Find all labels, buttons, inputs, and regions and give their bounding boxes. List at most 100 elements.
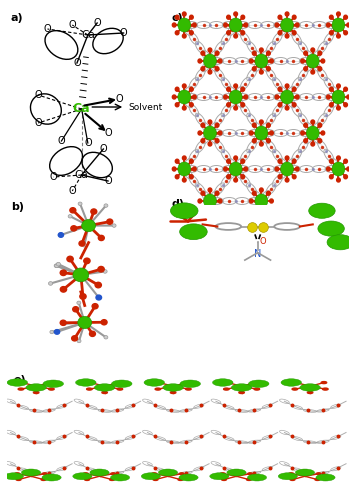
Circle shape [303,470,307,472]
Circle shape [315,478,320,480]
Circle shape [186,388,191,390]
Circle shape [92,304,98,309]
Circle shape [179,473,184,474]
Circle shape [7,379,28,386]
Circle shape [344,15,347,19]
Circle shape [201,191,205,195]
Text: O: O [260,236,267,246]
Circle shape [318,123,322,127]
Circle shape [304,123,307,127]
Circle shape [252,51,256,55]
Circle shape [111,473,116,474]
Circle shape [246,478,251,480]
Circle shape [329,31,333,35]
Text: O: O [73,58,81,68]
Circle shape [60,286,67,292]
Circle shape [344,87,347,91]
Circle shape [304,51,307,55]
Circle shape [281,18,293,32]
Text: c): c) [172,13,183,23]
Circle shape [103,270,107,274]
Circle shape [304,139,307,143]
Text: O: O [93,18,101,28]
Circle shape [183,84,186,88]
Circle shape [178,162,191,176]
Circle shape [337,178,340,182]
Circle shape [222,478,226,480]
Circle shape [204,54,216,68]
Circle shape [301,131,305,135]
Circle shape [204,194,216,208]
Text: d): d) [172,199,184,209]
Circle shape [172,23,176,27]
Circle shape [156,382,162,384]
Circle shape [318,51,322,55]
Circle shape [347,95,351,99]
Circle shape [218,59,222,63]
Circle shape [220,473,225,474]
Circle shape [231,384,252,391]
Circle shape [337,34,340,38]
Circle shape [290,478,295,480]
Circle shape [249,380,269,388]
Circle shape [285,156,289,160]
Circle shape [318,221,344,236]
Text: O: O [68,186,76,196]
Circle shape [306,54,319,68]
Circle shape [289,473,294,474]
Circle shape [329,15,333,19]
Circle shape [344,103,347,107]
Circle shape [96,295,102,300]
Text: O: O [120,28,127,38]
Circle shape [252,123,256,127]
Circle shape [306,126,319,140]
Circle shape [201,207,205,211]
Circle shape [215,51,219,55]
Circle shape [332,162,345,176]
Circle shape [83,473,88,474]
Text: Ca: Ca [75,170,89,180]
Circle shape [275,167,279,171]
Circle shape [327,95,330,99]
Circle shape [201,67,205,71]
Circle shape [94,384,115,391]
Circle shape [293,382,299,384]
Circle shape [244,23,247,27]
Circle shape [172,167,176,171]
Circle shape [267,139,270,143]
Circle shape [329,159,333,163]
Circle shape [292,103,296,107]
Circle shape [215,123,219,127]
Circle shape [179,474,198,481]
Text: O: O [100,144,107,154]
Circle shape [42,473,47,474]
Circle shape [227,159,231,163]
Circle shape [190,31,193,35]
Circle shape [208,70,212,74]
Circle shape [295,23,299,27]
Circle shape [50,330,54,334]
Circle shape [208,188,212,192]
Circle shape [104,336,108,339]
Circle shape [18,388,24,390]
Text: O: O [44,24,51,34]
Circle shape [292,31,296,35]
Circle shape [175,175,179,179]
Circle shape [34,392,39,394]
Circle shape [227,175,231,179]
Circle shape [285,12,289,16]
Circle shape [316,474,335,481]
Circle shape [281,90,293,104]
Circle shape [255,126,268,140]
Circle shape [183,106,186,110]
Circle shape [332,18,345,32]
Circle shape [116,382,121,384]
Circle shape [234,470,239,472]
Circle shape [267,123,270,127]
Circle shape [337,12,340,16]
Circle shape [267,67,270,71]
Circle shape [158,469,178,476]
Circle shape [253,382,258,384]
Circle shape [327,167,330,171]
Circle shape [295,167,299,171]
